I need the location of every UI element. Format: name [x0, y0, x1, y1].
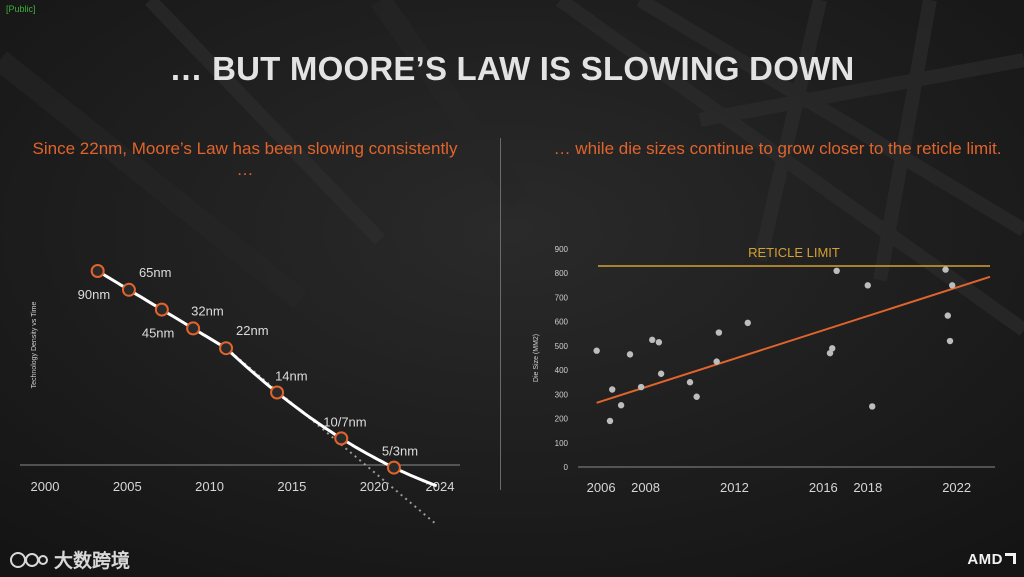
y-tick-label: 500: [555, 342, 569, 351]
die-size-point: [626, 351, 634, 358]
die-size-point: [944, 312, 951, 319]
x-tick-label: 2006: [587, 480, 616, 495]
x-tick-label: 2022: [942, 480, 971, 495]
die-size-point: [713, 358, 720, 365]
die-size-point: [593, 347, 600, 354]
die-size-point: [686, 379, 694, 386]
density-trend-line: [96, 269, 438, 488]
slide-title: … BUT MOORE’S LAW IS SLOWING DOWN: [169, 50, 855, 87]
x-tick-label: 2008: [631, 480, 660, 495]
node-marker: [121, 282, 136, 297]
node-label: 45nm: [142, 326, 175, 341]
watermark-logo-icon: [10, 551, 48, 568]
watermark-text: 大数跨境: [54, 551, 131, 572]
node-label: 14nm: [275, 368, 308, 383]
die-size-point: [864, 282, 871, 289]
node-marker: [270, 385, 285, 400]
node-marker: [334, 431, 349, 446]
node-label: 22nm: [236, 323, 269, 338]
amd-logo: AMD: [967, 551, 1016, 568]
y-tick-label: 200: [555, 415, 569, 424]
die-size-point: [637, 383, 645, 391]
die-size-point: [942, 266, 949, 273]
die-size-point: [606, 417, 614, 425]
x-tick-label: 2015: [277, 479, 306, 494]
node-label: 65nm: [139, 265, 172, 280]
die-size-point: [826, 349, 834, 357]
y-tick-label: 400: [555, 366, 569, 375]
die-size-point: [833, 267, 840, 274]
watermark: 大数跨境: [8, 546, 130, 573]
die-size-point: [649, 336, 656, 344]
y-tick-label: 800: [555, 269, 569, 278]
node-label: 10/7nm: [323, 414, 366, 429]
node-label: 90nm: [78, 287, 111, 302]
y-tick-label: 300: [555, 390, 569, 399]
right-subtitle: … while die sizes continue to grow close…: [553, 139, 1002, 158]
y-tick-label: 900: [555, 245, 569, 254]
die-size-point: [693, 393, 700, 400]
die-size-point: [655, 339, 663, 346]
x-tick-label: 2020: [360, 479, 389, 494]
x-tick-label: 2000: [31, 479, 60, 494]
node-label: 5/3nm: [382, 444, 418, 459]
die-size-point: [744, 319, 751, 327]
amd-logo-text: AMD: [967, 551, 1003, 568]
node-label: 32nm: [191, 303, 224, 318]
y-axis-label: Technology Density vs Time: [31, 302, 38, 389]
amd-arrow-icon: [1005, 553, 1016, 564]
node-marker: [90, 264, 105, 278]
die-size-trend-line: [596, 275, 991, 404]
panel-divider: [500, 138, 501, 490]
reticle-limit-label: RETICLE LIMIT: [748, 245, 840, 260]
left-subtitle: Since 22nm, Moore’s Law has been slowing…: [32, 139, 458, 179]
x-tick-label: 2016: [809, 480, 838, 495]
y-tick-label: 600: [555, 318, 569, 327]
die-size-point: [869, 403, 876, 410]
node-marker: [154, 302, 169, 317]
node-marker: [386, 460, 401, 475]
die-size-point: [715, 329, 723, 336]
die-size-point: [946, 337, 954, 345]
x-tick-label: 2018: [853, 480, 882, 495]
classification-tag: [Public]: [6, 4, 36, 14]
moores-law-extrapolation-line: [225, 347, 438, 526]
x-tick-label: 2005: [113, 479, 142, 494]
die-size-point: [829, 345, 836, 352]
die-size-point: [617, 402, 625, 409]
die-size-point: [657, 370, 665, 377]
y-axis-label: Die Size (MM2): [533, 334, 540, 382]
node-marker: [186, 321, 201, 336]
x-tick-label: 2012: [720, 480, 749, 495]
die-size-point: [949, 282, 956, 289]
x-tick-label: 2010: [195, 479, 224, 494]
y-tick-label: 100: [555, 439, 569, 448]
y-tick-label: 0: [564, 463, 569, 472]
die-size-point: [609, 386, 616, 393]
y-tick-label: 700: [555, 293, 569, 302]
node-marker: [219, 341, 234, 356]
